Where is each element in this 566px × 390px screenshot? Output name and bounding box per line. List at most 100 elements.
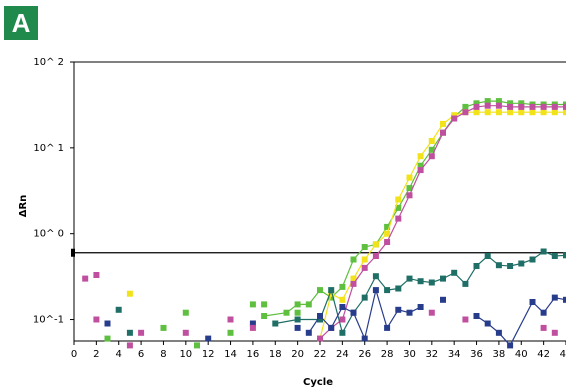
data-point: [417, 153, 424, 160]
data-point: [205, 335, 212, 342]
data-point: [473, 313, 480, 319]
data-point: [294, 316, 301, 323]
data-point: [462, 109, 469, 116]
x-tick-label: 10: [179, 349, 192, 360]
data-point: [428, 146, 435, 153]
data-point: [529, 256, 536, 263]
x-tick-label: 24: [336, 349, 349, 360]
data-point: [495, 109, 502, 116]
data-point: [473, 109, 480, 116]
data-point: [249, 324, 256, 331]
data-point: [563, 296, 566, 303]
data-point: [495, 329, 502, 336]
x-tick-label: 42: [537, 349, 550, 360]
data-point: [551, 109, 558, 116]
data-point: [440, 275, 446, 282]
data-point: [406, 309, 413, 316]
panel-label-badge: A: [4, 6, 38, 40]
data-point: [194, 342, 200, 349]
data-point: [384, 287, 391, 294]
y-tick-label: 10^ 0: [33, 229, 64, 240]
data-point: [563, 103, 566, 110]
data-point: [406, 275, 413, 282]
data-point: [361, 294, 368, 301]
data-point: [138, 329, 145, 336]
data-point: [317, 313, 323, 319]
data-point: [372, 273, 379, 280]
data-point: [339, 283, 346, 290]
data-point: [451, 115, 458, 122]
data-point: [507, 109, 514, 116]
data-point: [372, 287, 379, 294]
data-point: [484, 109, 491, 116]
data-point: [551, 329, 558, 336]
data-point: [406, 174, 413, 181]
data-point: [518, 260, 525, 267]
data-point: [317, 287, 323, 294]
data-point: [529, 299, 536, 305]
data-point: [428, 309, 435, 316]
data-point: [507, 342, 514, 349]
series-line: [319, 105, 566, 340]
data-point: [540, 324, 547, 331]
x-tick-label: 34: [448, 349, 461, 360]
data-point: [440, 120, 446, 127]
x-tick-label: 0: [71, 349, 77, 360]
data-point: [249, 320, 256, 327]
x-tick-label: 16: [247, 349, 260, 360]
data-point: [451, 112, 458, 119]
tick-layer: 0 2 4 6 8 10 12 14 16 18 20 22 24 26 28 30 32 34 36 38 40 42 4…: [33, 57, 566, 360]
data-point: [93, 272, 100, 278]
data-point: [372, 253, 379, 259]
data-point: [384, 324, 391, 331]
data-point: [428, 138, 435, 144]
data-point: [484, 102, 491, 109]
data-point: [462, 316, 469, 323]
data-point: [328, 324, 335, 331]
x-tick-label: 2: [93, 349, 99, 360]
data-point: [339, 329, 346, 336]
data-point: [507, 100, 514, 107]
data-point: [518, 103, 525, 110]
data-point: [563, 109, 566, 116]
data-point: [406, 192, 413, 199]
data-point: [406, 185, 413, 192]
data-point: [261, 301, 268, 308]
data-point: [350, 256, 357, 263]
data-point: [261, 313, 268, 319]
data-point: [484, 320, 491, 327]
data-point: [339, 304, 346, 310]
data-point: [495, 262, 502, 269]
data-point: [495, 102, 502, 109]
data-point: [529, 103, 536, 110]
data-point: [484, 253, 491, 259]
x-tick-label: 6: [138, 349, 144, 360]
y-tick-label: 10^-1: [33, 315, 64, 326]
data-point: [361, 264, 368, 271]
data-point: [395, 215, 402, 222]
series-layer: [82, 98, 566, 349]
data-point: [361, 244, 368, 250]
y-axis-title: ΔRn: [18, 195, 29, 218]
data-point: [495, 98, 502, 105]
data-point: [540, 309, 547, 316]
data-point: [249, 301, 256, 308]
data-point: [507, 103, 514, 110]
data-point: [417, 278, 424, 285]
data-point: [283, 309, 290, 316]
data-point: [294, 309, 301, 316]
series-line: [319, 111, 566, 339]
data-point: [294, 301, 301, 308]
data-point: [462, 280, 469, 287]
data-point: [518, 100, 525, 107]
data-point: [395, 196, 402, 203]
data-point: [417, 304, 424, 310]
series-line: [264, 100, 566, 317]
x-tick-label: 18: [269, 349, 282, 360]
data-point: [182, 329, 189, 336]
threshold-marker: [71, 248, 75, 257]
x-tick-label: 38: [493, 349, 506, 360]
y-tick-label: 10^ 2: [33, 57, 64, 68]
data-point: [473, 100, 480, 107]
